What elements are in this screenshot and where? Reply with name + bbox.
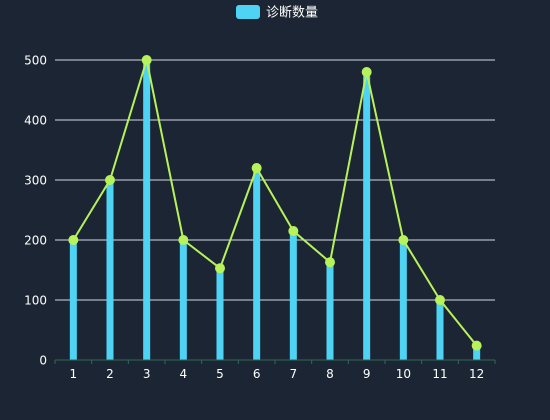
x-tick-label: 7 bbox=[290, 367, 298, 381]
line-point-1[interactable] bbox=[68, 235, 79, 245]
line-point-10[interactable] bbox=[398, 235, 409, 245]
x-tick-label: 3 bbox=[143, 367, 151, 381]
line-point-3[interactable] bbox=[141, 55, 152, 65]
line-point-8[interactable] bbox=[325, 257, 335, 268]
bar-6[interactable] bbox=[253, 168, 261, 360]
bar-5[interactable] bbox=[216, 268, 224, 360]
line-point-7[interactable] bbox=[288, 226, 299, 236]
bar-8[interactable] bbox=[326, 262, 334, 360]
line-point-9[interactable] bbox=[361, 67, 372, 77]
y-tick-label: 500 bbox=[24, 54, 47, 68]
grid-lines bbox=[55, 59, 495, 301]
x-tick-label: 11 bbox=[432, 367, 447, 381]
bar-4[interactable] bbox=[179, 240, 187, 360]
y-tick-label: 0 bbox=[39, 354, 47, 368]
line-path bbox=[72, 59, 478, 347]
bar-3[interactable] bbox=[143, 60, 151, 360]
line-point-6[interactable] bbox=[251, 163, 262, 173]
x-tick-label: 5 bbox=[216, 367, 224, 381]
x-tick-label: 10 bbox=[396, 367, 411, 381]
x-tick-label: 12 bbox=[469, 367, 484, 381]
bar-11[interactable] bbox=[436, 300, 444, 360]
y-tick-label: 200 bbox=[24, 234, 47, 248]
y-tick-label: 400 bbox=[24, 114, 47, 128]
bar-7[interactable] bbox=[289, 231, 297, 360]
legend[interactable]: 诊断数量 bbox=[236, 5, 318, 21]
bar-9[interactable] bbox=[363, 72, 371, 360]
x-tick-label: 9 bbox=[363, 367, 371, 381]
x-tick-label: 4 bbox=[180, 367, 188, 381]
line-point-5[interactable] bbox=[215, 263, 225, 274]
bar-10[interactable] bbox=[399, 240, 407, 360]
line-point-11[interactable] bbox=[435, 295, 445, 305]
bar-2[interactable] bbox=[106, 180, 114, 360]
bar-12[interactable] bbox=[473, 345, 481, 360]
line-series bbox=[68, 55, 482, 351]
y-tick-label: 300 bbox=[24, 174, 47, 188]
x-tick-label: 8 bbox=[326, 367, 334, 381]
line-point-2[interactable] bbox=[105, 175, 115, 185]
line-point-4[interactable] bbox=[178, 235, 189, 245]
y-tick-label: 100 bbox=[24, 294, 47, 308]
line-point-12[interactable] bbox=[471, 340, 482, 351]
legend-label-diagnosis-count[interactable]: 诊断数量 bbox=[266, 6, 318, 21]
legend-swatch[interactable] bbox=[236, 5, 260, 19]
x-tick-label: 6 bbox=[253, 367, 261, 381]
bar-1[interactable] bbox=[69, 240, 77, 360]
bars bbox=[69, 60, 481, 360]
x-axis: 1 2 3 4 5 6 7 8 9 10 11 12 bbox=[54, 359, 496, 381]
x-tick-label: 1 bbox=[70, 367, 78, 381]
y-axis-labels: 0 100 200 300 400 500 bbox=[24, 54, 47, 368]
x-tick-label: 2 bbox=[106, 367, 114, 381]
